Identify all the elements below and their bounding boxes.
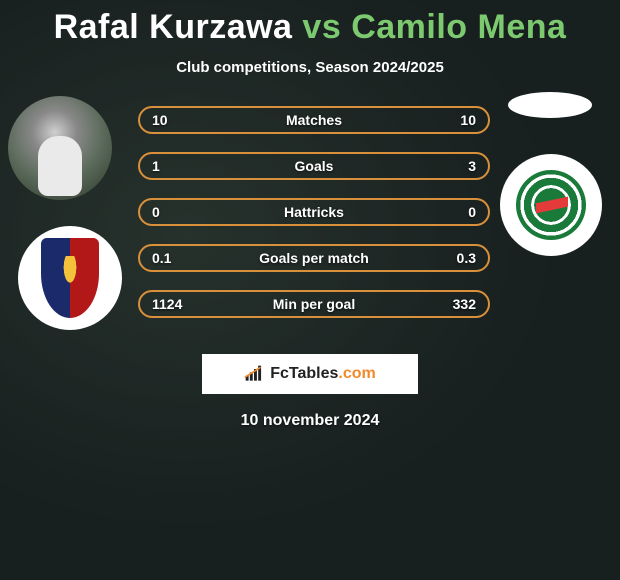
stat-left-value: 0	[152, 204, 202, 220]
comparison-content: 10 Matches 10 1 Goals 3 0 Hattricks 0 0.…	[0, 106, 620, 346]
stat-label: Goals	[202, 158, 426, 174]
subtitle: Club competitions, Season 2024/2025	[0, 59, 620, 76]
stat-left-value: 1124	[152, 296, 202, 312]
brand-name: FcTables.com	[270, 365, 376, 383]
stat-row: 0.1 Goals per match 0.3	[138, 244, 490, 272]
stat-label: Matches	[202, 112, 426, 128]
player2-avatar	[508, 92, 592, 118]
stats-table: 10 Matches 10 1 Goals 3 0 Hattricks 0 0.…	[138, 106, 490, 336]
stat-left-value: 1	[152, 158, 202, 174]
player1-name: Rafal Kurzawa	[54, 8, 293, 46]
player1-club-badge	[18, 226, 122, 330]
brand-part2: .com	[338, 365, 375, 382]
stat-right-value: 3	[426, 158, 476, 174]
stat-right-value: 10	[426, 112, 476, 128]
player1-avatar	[8, 96, 112, 200]
stat-left-value: 0.1	[152, 250, 202, 266]
bar-chart-icon	[244, 365, 264, 383]
stat-right-value: 0	[426, 204, 476, 220]
stat-label: Min per goal	[202, 296, 426, 312]
stat-row: 0 Hattricks 0	[138, 198, 490, 226]
date-text: 10 november 2024	[0, 412, 620, 430]
stat-label: Goals per match	[202, 250, 426, 266]
stat-row: 10 Matches 10	[138, 106, 490, 134]
club1-crest-icon	[41, 238, 99, 318]
club2-crest-icon	[516, 170, 586, 240]
stat-right-value: 0.3	[426, 250, 476, 266]
stat-left-value: 10	[152, 112, 202, 128]
comparison-title: Rafal Kurzawa vs Camilo Mena	[0, 0, 620, 47]
stat-row: 1124 Min per goal 332	[138, 290, 490, 318]
stat-right-value: 332	[426, 296, 476, 312]
stat-label: Hattricks	[202, 204, 426, 220]
branding-box: FcTables.com	[202, 354, 418, 394]
vs-text: vs	[302, 8, 341, 46]
stat-row: 1 Goals 3	[138, 152, 490, 180]
player2-name: Camilo Mena	[351, 8, 566, 46]
player2-club-badge	[500, 154, 602, 256]
brand-part1: FcTables	[270, 365, 338, 382]
